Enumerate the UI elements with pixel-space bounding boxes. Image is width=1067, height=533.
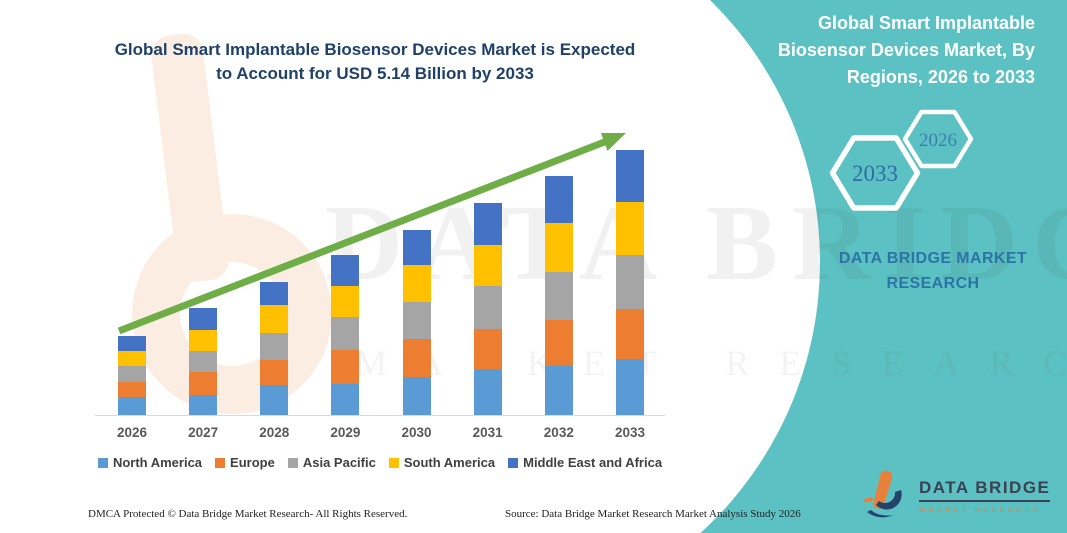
bar-segment-middle-east-and-africa-2027 — [189, 308, 218, 330]
bar-segment-asia-pacific-2031 — [473, 285, 502, 329]
panel-heading: Global Smart Implantable Biosensor Devic… — [735, 10, 1035, 91]
bar-segment-asia-pacific-2033 — [615, 254, 644, 309]
panel-heading-line2: Biosensor Devices Market, By — [777, 40, 1035, 60]
bar-segment-south-america-2030 — [402, 264, 431, 303]
hexagon-2026-icon: 2026 — [902, 109, 974, 169]
bar-segment-asia-pacific-2029 — [331, 317, 360, 350]
bar-segment-south-america-2027 — [189, 329, 218, 351]
bar-segment-europe-2028 — [260, 359, 289, 386]
bar-segment-middle-east-and-africa-2032 — [544, 176, 573, 224]
stacked-bar-2029 — [331, 255, 360, 415]
bar-segment-europe-2033 — [615, 308, 644, 360]
bar-segment-north-america-2032 — [544, 366, 573, 415]
bar-segment-south-america-2031 — [473, 245, 502, 286]
x-axis-label-2031: 2031 — [472, 425, 503, 440]
x-axis-label-2029: 2029 — [330, 425, 361, 440]
bar-segment-south-america-2033 — [615, 202, 644, 255]
hexagon-2026-label: 2026 — [919, 130, 957, 151]
stacked-bar-2028 — [260, 281, 289, 415]
bar-segment-middle-east-and-africa-2028 — [260, 281, 289, 305]
stacked-bar-2032 — [544, 176, 573, 415]
bar-segment-europe-2029 — [331, 349, 360, 384]
bar-segment-europe-2032 — [544, 320, 573, 367]
data-bridge-logo-icon — [864, 470, 902, 518]
bar-segment-north-america-2027 — [189, 394, 218, 415]
logo-title: DATA BRIDGE — [919, 478, 1051, 502]
legend-label: South America — [403, 455, 496, 470]
stacked-bar-2031 — [473, 203, 502, 415]
stacked-bar-2030 — [402, 230, 431, 415]
legend-swatch-icon — [97, 457, 108, 468]
x-axis-label-2032: 2032 — [543, 425, 574, 440]
bar-segment-south-america-2028 — [260, 304, 289, 334]
bar-segment-south-america-2029 — [331, 286, 360, 318]
bar-segment-asia-pacific-2026 — [118, 366, 146, 382]
x-axis-label-2028: 2028 — [259, 425, 290, 440]
bar-segment-south-america-2032 — [544, 223, 573, 272]
x-axis-label-2026: 2026 — [116, 425, 148, 440]
stacked-bar-2033 — [615, 150, 644, 415]
bar-segment-asia-pacific-2027 — [189, 350, 218, 373]
source-note: Source: Data Bridge Market Research Mark… — [505, 508, 801, 520]
hexagon-2033-icon: 2033 — [829, 135, 921, 211]
logo-subtitle: MARKET RESEARCH — [919, 505, 1042, 514]
legend-label: Middle East and Africa — [523, 455, 663, 470]
bar-segment-asia-pacific-2028 — [260, 333, 289, 360]
x-axis-label-2030: 2030 — [401, 425, 432, 440]
panel-heading-line3: Regions, 2026 to 2033 — [846, 67, 1035, 87]
x-axis-label-2027: 2027 — [188, 425, 219, 440]
bar-segment-middle-east-and-africa-2029 — [331, 255, 360, 287]
bar-segment-middle-east-and-africa-2031 — [473, 203, 502, 246]
chart-title-line1: Global Smart Implantable Biosensor Devic… — [114, 40, 636, 59]
bar-segment-north-america-2028 — [260, 385, 289, 415]
panel-heading-line1: Global Smart Implantable — [817, 13, 1035, 33]
legend-item-north-america: North America — [97, 455, 203, 470]
legend-swatch-icon — [508, 457, 519, 468]
legend-item-south-america: South America — [388, 455, 496, 470]
stacked-bar-2027 — [189, 308, 218, 415]
legend-item-middle-east-and-africa: Middle East and Africa — [508, 455, 662, 470]
legend-label: Asia Pacific — [302, 455, 376, 470]
logo-text: DATA BRIDGE MARKET RESEARCH — [919, 478, 1051, 514]
dmca-notice: DMCA Protected © Data Bridge Market Rese… — [88, 508, 408, 520]
bar-segment-north-america-2030 — [402, 376, 431, 415]
bar-segment-south-america-2026 — [118, 350, 146, 367]
legend-swatch-icon — [287, 457, 298, 468]
bar-segment-asia-pacific-2030 — [402, 302, 431, 339]
chart-legend: North America Europe Asia Pacific South Ame… — [85, 455, 675, 470]
bar-segment-europe-2031 — [473, 328, 502, 370]
legend-swatch-icon — [215, 457, 226, 468]
bar-segment-middle-east-and-africa-2030 — [402, 230, 431, 265]
x-axis-label-2033: 2033 — [614, 425, 645, 440]
legend-swatch-icon — [388, 457, 399, 468]
chart-title: Global Smart Implantable Biosensor Devic… — [80, 38, 670, 86]
legend-label: Europe — [230, 455, 275, 470]
legend-item-europe: Europe — [215, 455, 275, 470]
bar-segment-europe-2026 — [118, 382, 146, 398]
year-hexagons: 2026 2033 — [829, 109, 974, 211]
bar-segment-europe-2030 — [402, 338, 431, 377]
panel-brand-text: DATA BRIDGE MARKET RESEARCH — [838, 250, 1028, 292]
bar-segment-north-america-2026 — [118, 397, 146, 415]
bar-segment-north-america-2031 — [473, 369, 502, 415]
bar-segment-middle-east-and-africa-2033 — [615, 150, 644, 203]
x-axis-line — [95, 415, 665, 416]
data-bridge-logo: DATA BRIDGE MARKET RESEARCH — [863, 468, 1051, 524]
stacked-bar-2026 — [118, 335, 146, 415]
chart-title-line2: to Account for USD 5.14 Billion by 2033 — [216, 64, 534, 83]
bar-segment-north-america-2029 — [331, 383, 360, 415]
hexagon-2033-label: 2033 — [852, 161, 898, 186]
legend-item-asia-pacific: Asia Pacific — [287, 455, 376, 470]
bar-segment-europe-2027 — [189, 372, 218, 395]
bar-segment-north-america-2033 — [615, 359, 644, 415]
bar-segment-asia-pacific-2032 — [544, 271, 573, 321]
legend-label: North America — [112, 455, 203, 470]
bar-segment-middle-east-and-africa-2026 — [118, 335, 146, 351]
